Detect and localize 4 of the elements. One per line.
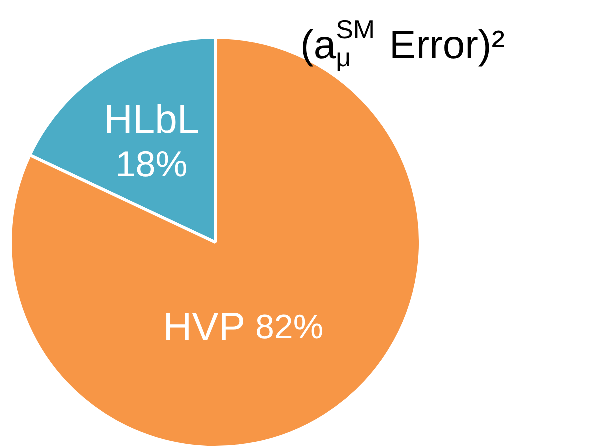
data-label: 82% (256, 308, 324, 346)
slice-label: HLbL (104, 98, 200, 142)
slice-label: HVP (163, 306, 246, 350)
data-label: 18% (116, 144, 188, 185)
